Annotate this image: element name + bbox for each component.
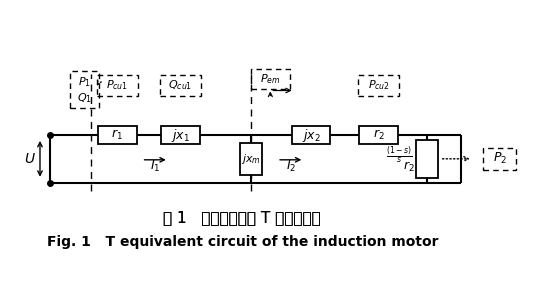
Text: $jx_1$: $jx_1$ (171, 127, 190, 143)
Text: $Q_{cu1}$: $Q_{cu1}$ (168, 79, 192, 93)
Bar (97, 75, 138, 97)
Text: $P_{cu2}$: $P_{cu2}$ (368, 79, 390, 93)
Text: $jx_m$: $jx_m$ (241, 152, 261, 166)
Bar (483, 148, 516, 170)
Bar (359, 126, 398, 144)
Text: $r_2$: $r_2$ (373, 128, 384, 142)
Text: $jx_2$: $jx_2$ (302, 127, 320, 143)
Bar (417, 140, 438, 178)
Bar (161, 126, 200, 144)
Text: $Q_1$: $Q_1$ (77, 91, 92, 105)
Text: Fig. 1   T equivalent circuit of the induction motor: Fig. 1 T equivalent circuit of the induc… (46, 235, 438, 249)
Bar (251, 69, 289, 89)
Text: $I_1$: $I_1$ (150, 159, 160, 174)
Bar (292, 126, 331, 144)
Text: $U$: $U$ (25, 152, 36, 166)
Text: 图 1   感应电动机的 T 形等值电路: 图 1 感应电动机的 T 形等值电路 (163, 210, 321, 225)
Text: $P_1$: $P_1$ (78, 75, 91, 89)
Text: $P_{cu1}$: $P_{cu1}$ (106, 79, 129, 93)
Text: $P_2$: $P_2$ (493, 151, 507, 166)
Text: $r_2$: $r_2$ (403, 160, 414, 174)
Bar (70, 71, 99, 108)
Bar (240, 143, 262, 175)
Text: $\frac{(1-s)}{s}$: $\frac{(1-s)}{s}$ (386, 144, 413, 166)
Text: 图 1   感应电动机的 T 形等值电路: 图 1 感应电动机的 T 形等值电路 (163, 210, 321, 225)
Bar (98, 126, 137, 144)
Text: $r_1$: $r_1$ (112, 128, 123, 142)
Bar (358, 75, 399, 97)
Text: $P_{em}$: $P_{em}$ (260, 72, 280, 85)
Bar (160, 75, 201, 97)
Text: $I_2$: $I_2$ (286, 159, 296, 174)
